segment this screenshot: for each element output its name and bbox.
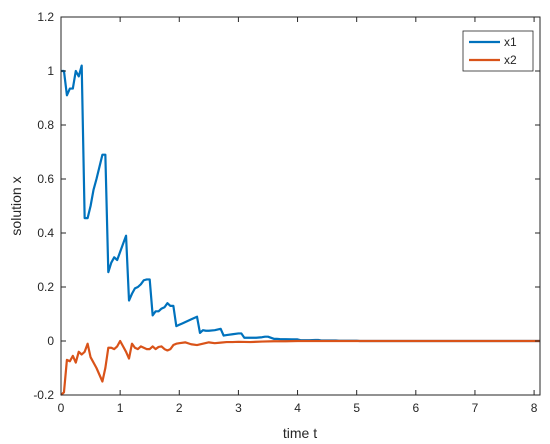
series-line-x2 xyxy=(60,339,540,396)
x-tick-label: 0 xyxy=(58,401,65,415)
x-tick-label: 3 xyxy=(235,401,242,415)
y-tick-label: 0.8 xyxy=(37,118,54,132)
y-tick-label: 1 xyxy=(47,64,54,78)
x-tick-label: 2 xyxy=(176,401,183,415)
legend-box xyxy=(462,30,534,72)
x-tick-label: 6 xyxy=(412,401,419,415)
y-tick-label: 0.4 xyxy=(37,226,54,240)
x-tick-label: 4 xyxy=(294,401,301,415)
legend-label-x2: x2 xyxy=(504,53,517,67)
y-tick-label: 0.2 xyxy=(37,280,54,294)
x-tick-label: 1 xyxy=(117,401,124,415)
axes: 0 1 2 3 4 5 6 7 8 -0.2 0 0.2 0.4 0.6 0.8 1 1.2 xyxy=(33,10,541,415)
x-tick-label: 7 xyxy=(472,401,479,415)
axes-box xyxy=(60,16,541,396)
x-axis-label: time t xyxy=(283,425,317,441)
y-axis-label: solution x xyxy=(8,176,24,235)
series-layer xyxy=(60,64,540,396)
y-tick-label: 0 xyxy=(47,334,54,348)
x-tick-label: 8 xyxy=(531,401,538,415)
x-tick-label: 5 xyxy=(353,401,360,415)
y-tick-label: 1.2 xyxy=(37,10,54,24)
legend-label-x1: x1 xyxy=(504,35,517,49)
y-tick-label: -0.2 xyxy=(33,388,54,402)
plot-area-background xyxy=(61,17,540,395)
y-tick-label: 0.6 xyxy=(37,172,54,186)
